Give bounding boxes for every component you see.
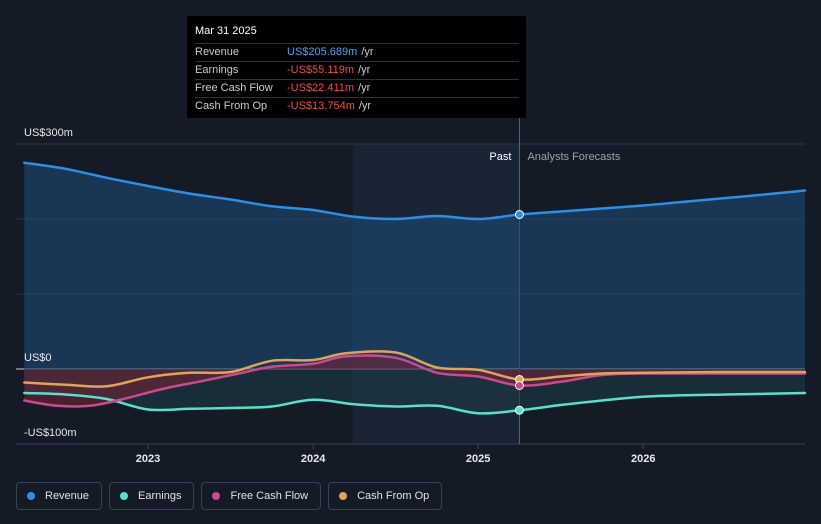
tooltip-unit: /yr [358,100,372,112]
tooltip-row-earnings: Earnings -US$55.119m /yr [195,61,519,79]
revenue-marker [514,210,524,219]
earnings-area [24,369,806,414]
tooltip-label: Cash From Op [195,100,268,112]
tooltip-value: -US$55.119m [287,64,355,76]
legend-label: Revenue [45,490,90,502]
revenue-dot-icon [27,492,35,500]
tooltip-unit: /yr [361,46,374,58]
legend-label: Free Cash Flow [230,490,309,502]
past-label: Past [489,151,511,163]
series-markers [514,210,524,415]
tooltip-unit: /yr [358,82,371,94]
free-cash-flow-dot-icon [212,492,221,500]
revenue-line [23,161,807,221]
y-tick-label: US$0 [24,352,52,364]
free-cash-flow-marker [514,381,524,390]
legend-label: Earnings [138,490,182,502]
tooltip-label: Free Cash Flow [195,82,273,94]
legend-revenue[interactable]: Revenue [16,482,103,510]
x-tick-label: 2024 [301,453,326,465]
legend-earnings[interactable]: Earnings [109,482,195,510]
y-tick-label: US$300m [24,127,73,139]
chart-legend: Revenue Earnings Free Cash Flow Cash Fro… [16,482,443,510]
x-tick-label: 2023 [136,453,160,465]
earnings-dot-icon [120,492,129,500]
tooltip-date: Mar 31 2025 [195,25,257,37]
legend-label: Cash From Op [357,490,430,502]
legend-cash-from-op[interactable]: Cash From Op [328,482,443,510]
axis-labels: US$300m US$0 -US$100m 2023 2024 2025 2026 Past A… [24,127,655,465]
x-tick-label: 2025 [466,453,490,465]
forecast-label: Analysts Forecasts [527,151,620,163]
series-lines [23,161,807,415]
tooltip-unit: /yr [358,64,371,76]
tooltip-label: Earnings [195,64,239,76]
tooltip-row-revenue: Revenue US$205.689m /yr [195,43,519,61]
tooltip-row-cash-from-op: Cash From Op -US$13.754m /yr [195,97,519,115]
tooltip-value: US$205.689m [287,46,358,58]
earnings-line [23,391,807,415]
cash-from-op-line [23,350,807,388]
earnings-marker [514,405,524,415]
tooltip-value: -US$13.754m [287,100,355,112]
tooltip-row-free-cash-flow: Free Cash Flow -US$22.411m /yr [195,79,519,97]
cash-from-op-dot-icon [339,492,348,500]
x-tick-label: 2026 [631,453,655,465]
legend-free-cash-flow[interactable]: Free Cash Flow [201,482,322,510]
free-cash-flow-area [24,355,806,407]
tooltip-label: Revenue [195,46,240,58]
y-tick-label: -US$100m [24,427,77,439]
tooltip-value: -US$22.411m [287,82,355,94]
revenue-area [24,162,806,369]
hover-tooltip: Mar 31 2025 Revenue US$205.689m /yr Earn… [187,16,526,118]
